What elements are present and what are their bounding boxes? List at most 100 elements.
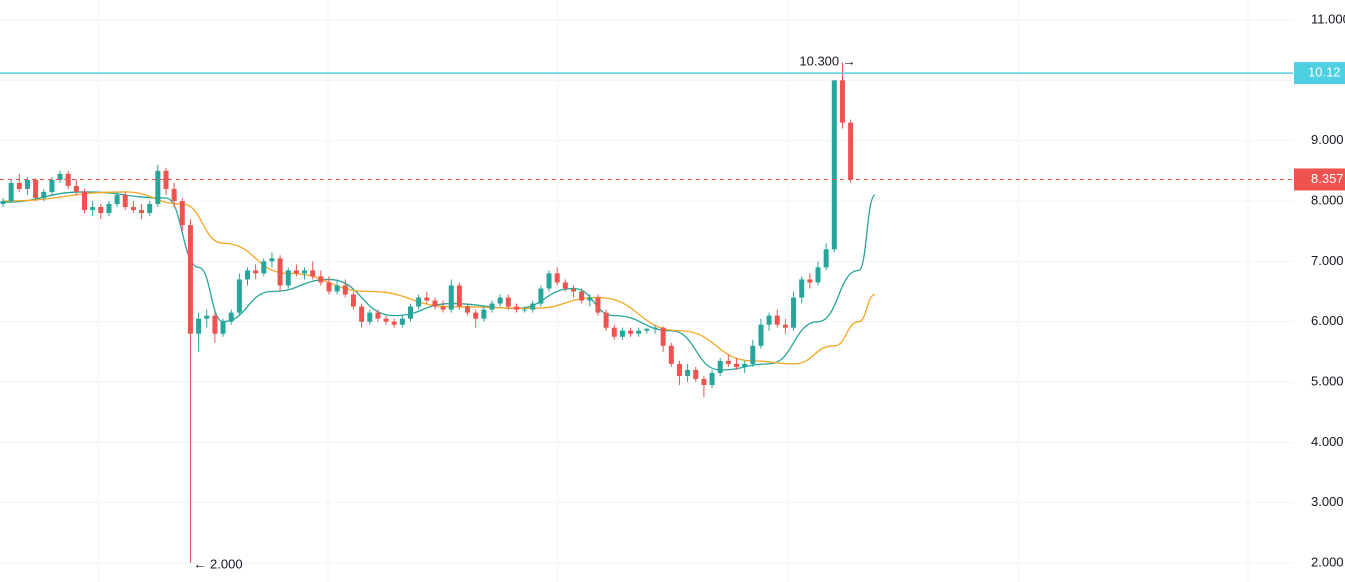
candle-body: [245, 270, 250, 280]
candle: [579, 288, 585, 304]
candle: [342, 279, 348, 298]
candle-body: [603, 312, 609, 328]
candle-body: [505, 297, 511, 307]
candle-body: [179, 201, 185, 226]
candle: [831, 80, 837, 253]
level-badge-bg: [1294, 62, 1345, 85]
candle: [725, 354, 731, 367]
high-annotation: 10.300 →: [799, 54, 855, 69]
candle: [685, 363, 691, 382]
candle-body: [611, 327, 617, 337]
candle: [717, 357, 723, 376]
candle-body: [16, 182, 22, 189]
candle: [399, 315, 405, 328]
y-tick-label: 8.000: [1311, 192, 1344, 207]
candle-body: [383, 318, 389, 322]
candle: [709, 369, 715, 389]
candle-body: [33, 179, 39, 198]
candle-body: [285, 270, 291, 286]
candle-body: [163, 170, 169, 189]
candle: [367, 309, 373, 325]
candle: [562, 279, 568, 292]
candle-body: [147, 204, 153, 214]
candle-body: [717, 360, 723, 373]
candle-body: [326, 282, 332, 292]
candle: [187, 219, 193, 563]
candle-body: [676, 363, 682, 376]
candle: [799, 276, 805, 304]
candle-body: [554, 273, 560, 283]
last-price-badge[interactable]: 8.357: [1294, 168, 1345, 191]
candle-body: [122, 194, 128, 208]
candle: [424, 291, 430, 304]
y-tick-label: 9.000: [1311, 132, 1344, 147]
low-annotation: ← 2.000: [193, 556, 242, 571]
candle: [538, 285, 544, 307]
candle: [489, 300, 495, 313]
y-tick-label: 2.000: [1311, 554, 1344, 569]
candle-body: [538, 288, 544, 304]
candle-body: [269, 258, 275, 262]
candle: [668, 342, 674, 367]
candle-body: [758, 324, 764, 346]
candle-body: [742, 363, 748, 367]
candle: [595, 294, 601, 316]
candle-body: [644, 328, 650, 331]
candle: [318, 270, 324, 286]
candle: [571, 285, 576, 298]
candle: [147, 201, 153, 217]
candle-body: [799, 279, 805, 298]
candle-body: [725, 360, 731, 364]
candle: [253, 264, 259, 280]
candle-body: [391, 321, 397, 325]
candle-body: [522, 309, 528, 311]
candle: [416, 294, 422, 310]
candle-body: [367, 312, 373, 322]
candle: [171, 182, 177, 208]
candle: [261, 258, 267, 277]
candle: [130, 201, 136, 214]
candle-body: [701, 378, 707, 386]
candle: [652, 324, 658, 334]
candle-body: [98, 207, 104, 214]
candle: [497, 294, 503, 307]
candle-body: [660, 327, 666, 346]
overlays: 10.300 → ← 2.000: [0, 54, 1293, 571]
candle: [155, 164, 161, 208]
candle-body: [562, 282, 568, 289]
candle-body: [82, 191, 87, 211]
price-axis-bg: [1293, 0, 1345, 582]
y-tick-label: 5.000: [1311, 373, 1344, 388]
candle-body: [497, 297, 503, 304]
candle: [408, 303, 413, 322]
candle-body: [693, 369, 699, 379]
candle: [139, 204, 145, 220]
candle-body: [350, 294, 356, 307]
candle-body: [774, 315, 780, 325]
candle: [473, 309, 479, 328]
candle-body: [587, 297, 593, 301]
candle: [90, 201, 96, 217]
candle-body: [212, 315, 218, 334]
candle-body: [261, 261, 267, 274]
level-line-badge[interactable]: 10.12: [1294, 62, 1345, 85]
candle-body: [823, 249, 829, 268]
candle-body: [399, 318, 405, 325]
candle-body: [65, 173, 71, 186]
candle-body: [416, 297, 422, 307]
candle: [587, 294, 593, 307]
candle: [41, 188, 47, 201]
candle: [636, 327, 642, 337]
candle-body: [489, 303, 495, 310]
candle-body: [171, 188, 177, 201]
candle-body: [571, 288, 576, 292]
candle: [375, 309, 381, 322]
candle-body: [41, 191, 47, 198]
candle: [212, 312, 218, 343]
price-axis[interactable]: 2.000 3.000 4.000 5.000 6.000 7.000 8.000 9.000…: [1293, 0, 1345, 582]
candle: [220, 318, 226, 337]
candle: [513, 303, 519, 313]
candle: [114, 191, 120, 208]
